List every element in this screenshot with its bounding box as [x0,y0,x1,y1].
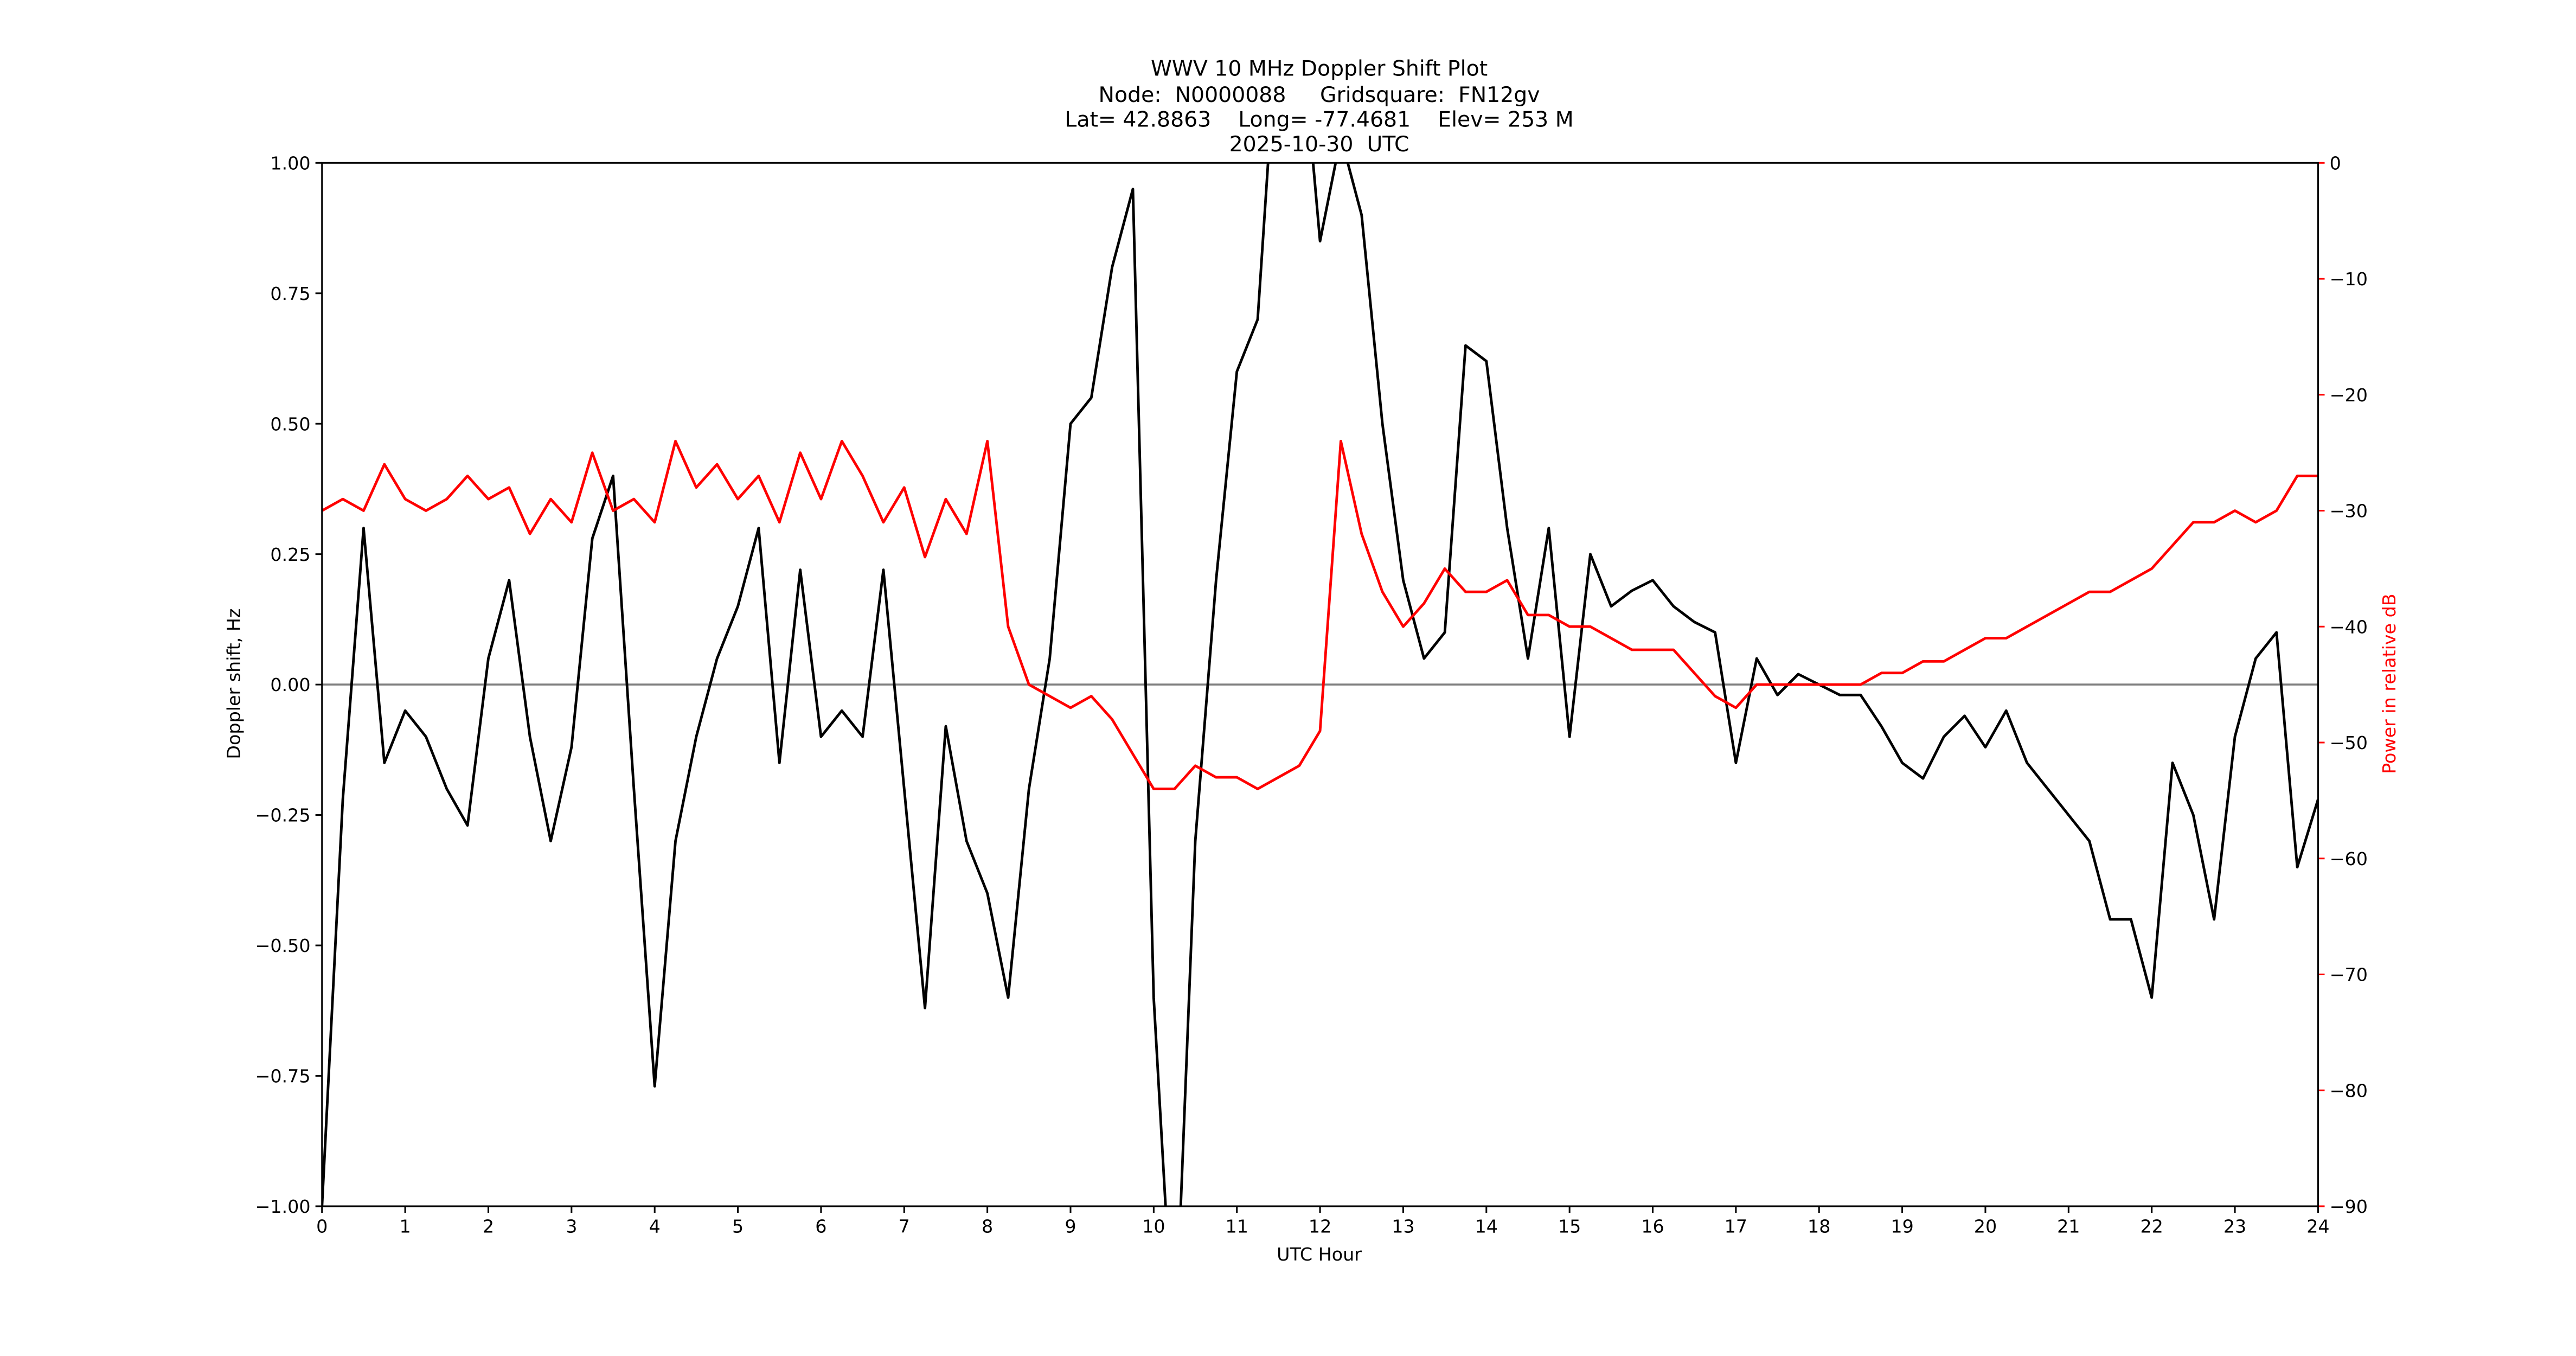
series-line [322,439,2318,790]
y-tick-label: 1.00 [270,152,310,174]
chart-subtitle: Lat= 42.8863 Long= -77.4681 Elev= 253 M [1065,107,1573,132]
y-tick-label: 0.50 [270,413,310,434]
y2-tick-label: −80 [2330,1080,2368,1101]
x-tick-label: 10 [1142,1216,1165,1237]
x-tick-label: 24 [2306,1216,2329,1237]
x-tick-label: 13 [1392,1216,1414,1237]
y-axis-label: Doppler shift, Hz [223,609,244,759]
x-tick-label: 5 [732,1216,744,1237]
y2-tick-label: −30 [2330,501,2368,522]
y2-tick-label: −90 [2330,1196,2368,1217]
y2-tick-label: −40 [2330,616,2368,637]
y-tick-label: 0.00 [270,674,310,695]
plot-frame [321,162,2319,1207]
plot-area [322,163,2318,1206]
x-tick-label: 17 [1725,1216,1747,1237]
y-tick-label: 0.75 [270,283,310,304]
y-tick-label: −0.75 [255,1066,310,1087]
y-tick-label: 0.25 [270,544,310,565]
y2-tick-label: −50 [2330,732,2368,753]
y2-tick-label: −10 [2330,268,2368,290]
y2-tick-label: 0 [2330,152,2341,174]
x-tick-label: 8 [982,1216,993,1237]
x-tick-label: 11 [1226,1216,1248,1237]
y-tick-label: −1.00 [255,1196,310,1217]
y-tick-label: −0.50 [255,935,310,956]
x-tick-label: 2 [483,1216,494,1237]
x-tick-label: 9 [1065,1216,1076,1237]
y2-tick-label: −60 [2330,848,2368,869]
y2-tick-label: −20 [2330,385,2368,406]
x-tick-label: 0 [316,1216,328,1237]
chart-subtitle: Node: N0000088 Gridsquare: FN12gv [1099,82,1540,107]
chart-subtitle: 2025-10-30 UTC [1229,132,1409,157]
x-tick-label: 6 [815,1216,826,1237]
y-tick-label: −0.25 [255,805,310,826]
x-tick-label: 1 [400,1216,411,1237]
x-tick-label: 15 [1558,1216,1581,1237]
x-tick-label: 23 [2223,1216,2246,1237]
x-tick-label: 16 [1641,1216,1664,1237]
chart-title: WWV 10 MHz Doppler Shift Plot [1151,56,1488,81]
x-tick-label: 4 [649,1216,661,1237]
y2-tick-label: −70 [2330,964,2368,986]
x-tick-label: 20 [1974,1216,1997,1237]
x-axis-label: UTC Hour [1277,1244,1362,1265]
series-line [322,163,2318,1206]
x-tick-label: 22 [2140,1216,2163,1237]
x-tick-label: 19 [1891,1216,1913,1237]
y2-axis-label: Power in relative dB [2379,593,2400,774]
x-tick-label: 21 [2057,1216,2080,1237]
x-tick-label: 12 [1309,1216,1331,1237]
x-tick-label: 18 [1808,1216,1830,1237]
x-tick-label: 14 [1475,1216,1498,1237]
x-tick-label: 3 [566,1216,577,1237]
x-tick-label: 7 [899,1216,910,1237]
